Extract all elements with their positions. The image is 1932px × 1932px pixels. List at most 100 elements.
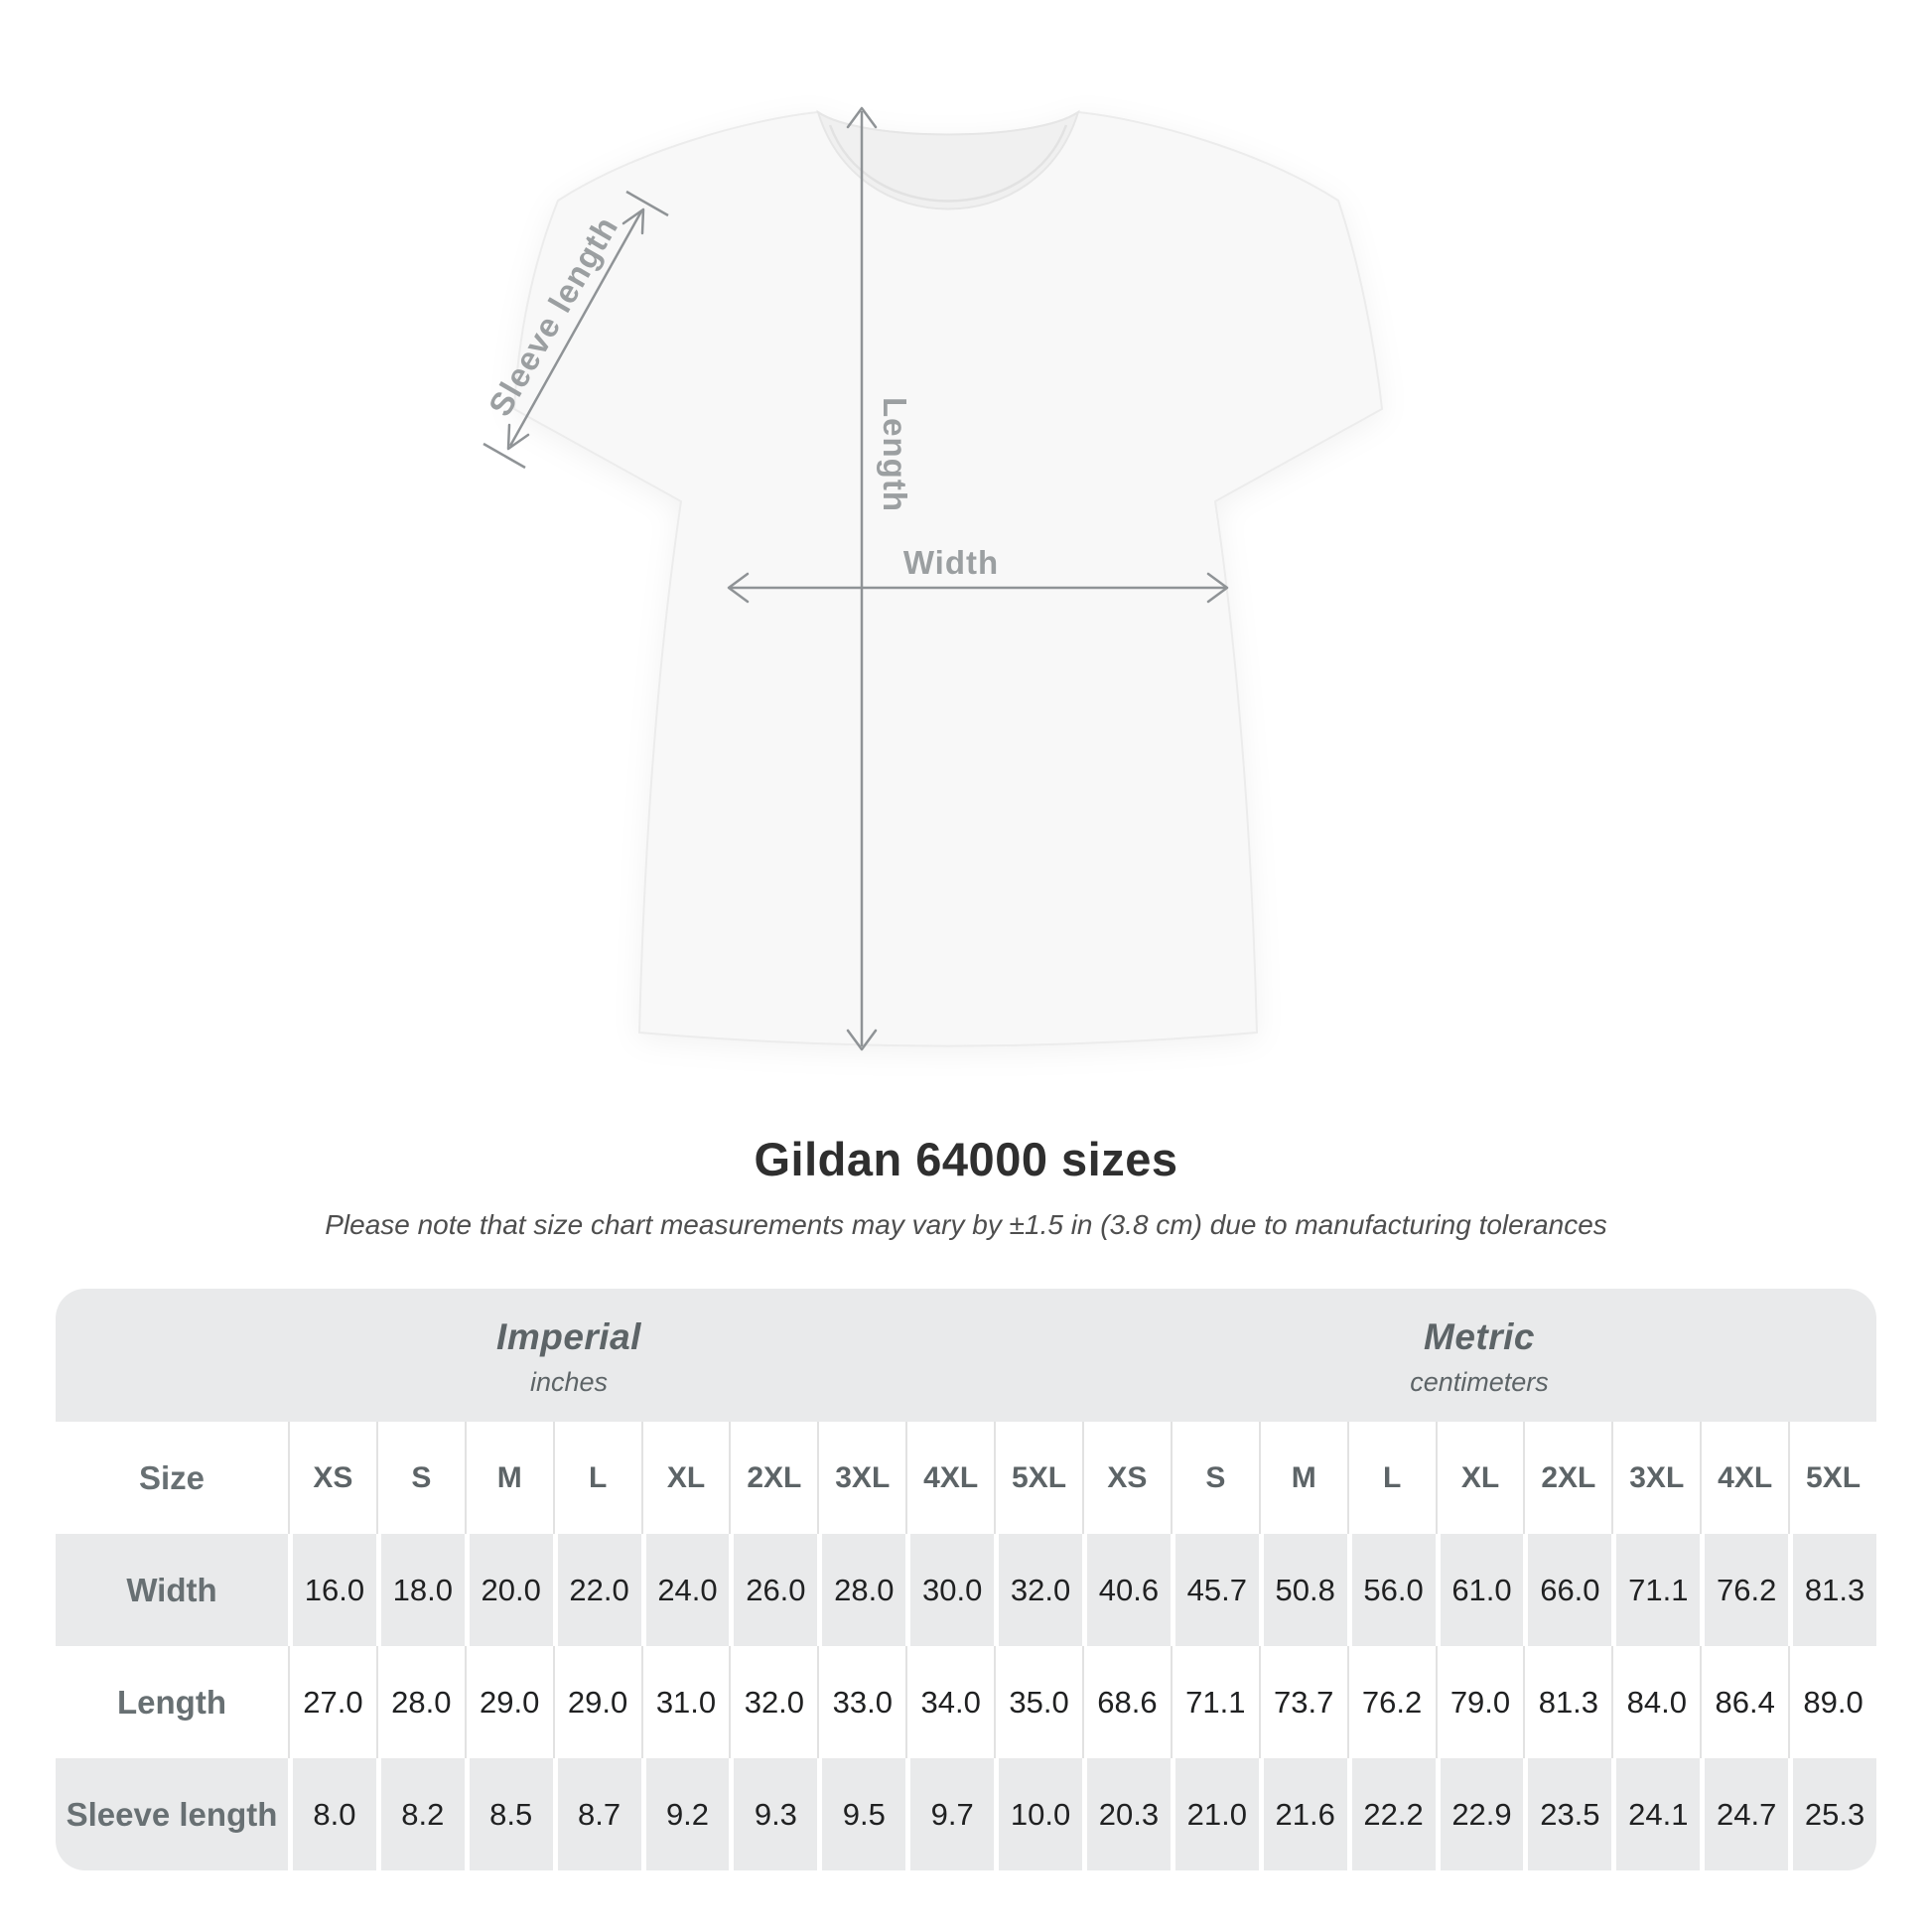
imperial-unit-label: inches [529,1367,609,1397]
tshirt-measurement-figure: Length Width Sleeve length [482,106,1384,1051]
length-arrow-down-icon [846,1029,878,1051]
table-cell: 25.3 [1788,1758,1876,1870]
table-cell: 9.2 [640,1758,730,1870]
table-cell: 21.0 [1170,1758,1259,1870]
metric-system-label: Metric [1424,1316,1535,1357]
length-label: Length [877,397,913,512]
page-title: Gildan 64000 sizes [754,1133,1178,1185]
table-cell: 66.0 [1523,1534,1612,1646]
width-label: Width [903,544,999,581]
table-cell: 8.7 [552,1758,641,1870]
table-cell: 3XL [817,1422,905,1534]
table-cell: 29.0 [464,1646,553,1758]
tshirt-graphic [512,109,1384,1047]
table-cell: L [1346,1422,1436,1534]
width-row-label: Width [56,1534,288,1646]
table-cell: 2XL [729,1422,817,1534]
table-cell: 45.7 [1170,1534,1259,1646]
table-cell: S [1170,1422,1259,1534]
table-cell: S [375,1422,465,1534]
table-cell: 22.9 [1435,1758,1524,1870]
table-cell: 28.0 [817,1534,906,1646]
table-cell: 30.0 [905,1534,995,1646]
tshirt-collar-seam [828,124,1068,203]
table-cell: 27.0 [288,1646,376,1758]
width-dimension: Width [727,544,1229,604]
table-row-sizes: Size XS S M L XL 2XL 3XL 4XL 5XL XS S M L XL 2XL 3XL 4X… [56,1422,1876,1534]
table-cell: 61.0 [1435,1534,1524,1646]
table-row-sleeve-length: Sleeve length 8.0 8.2 8.5 8.7 9.2 9.3 9.5 9.7 10… [56,1758,1876,1870]
table-cell: L [552,1422,641,1534]
tolerance-note: Please note that size chart measurements… [325,1209,1607,1240]
metric-header: Metric centimeters [1082,1289,1876,1422]
table-cell: 35.0 [994,1646,1082,1758]
sleeve-end-tick-bottom [483,442,526,470]
table-cell: 16.0 [288,1534,376,1646]
table-cell: 4XL [905,1422,994,1534]
imperial-system-label: Imperial [496,1316,641,1357]
table-cell: XL [640,1422,730,1534]
sleeve-end-tick-top [625,190,669,217]
table-cell: 20.3 [1081,1758,1171,1870]
table-cell: 2XL [1523,1422,1611,1534]
table-cell: 9.5 [817,1758,906,1870]
table-cell: 81.3 [1788,1534,1876,1646]
table-cell: 26.0 [729,1534,818,1646]
sleeve-arrow-lower-icon [506,423,530,451]
table-cell: 56.0 [1346,1534,1436,1646]
table-row-length: Length 27.0 28.0 29.0 29.0 31.0 32.0 33.0 34.0 3… [56,1646,1876,1758]
table-cell: 5XL [1788,1422,1876,1534]
table-cell: 8.0 [288,1758,376,1870]
table-cell: 76.2 [1700,1534,1789,1646]
table-cell: 3XL [1611,1422,1700,1534]
table-cell: 73.7 [1258,1646,1347,1758]
sleeve-arrow-upper-icon [621,207,645,235]
table-cell: 89.0 [1788,1646,1876,1758]
table-cell: 32.0 [994,1534,1082,1646]
table-cell: M [464,1422,553,1534]
imperial-header: Imperial inches [56,1289,1082,1422]
table-row-width: Width 16.0 18.0 20.0 22.0 24.0 26.0 28.0 30.0 32… [56,1534,1876,1646]
table-cell: 23.5 [1523,1758,1612,1870]
table-cell: XL [1435,1422,1524,1534]
table-cell: 71.1 [1170,1646,1259,1758]
table-cell: 84.0 [1611,1646,1700,1758]
table-cell: M [1258,1422,1347,1534]
table-cell: 76.2 [1346,1646,1436,1758]
table-cell: 28.0 [375,1646,465,1758]
table-cell: 20.0 [464,1534,553,1646]
table-cell: 31.0 [640,1646,730,1758]
table-cell: 4XL [1700,1422,1788,1534]
table-cell: 29.0 [552,1646,641,1758]
table-cell: 9.3 [729,1758,818,1870]
table-cell: 68.6 [1081,1646,1171,1758]
table-cell: 86.4 [1700,1646,1788,1758]
table-cell: 5XL [994,1422,1082,1534]
metric-unit-label: centimeters [1410,1367,1549,1397]
table-cell: 32.0 [729,1646,817,1758]
table-cell: 18.0 [375,1534,465,1646]
table-cell: 34.0 [905,1646,994,1758]
table-cell: 8.5 [464,1758,553,1870]
table-cell: XS [1081,1422,1171,1534]
table-cell: 8.2 [375,1758,465,1870]
table-cell: 24.0 [640,1534,730,1646]
length-row-label: Length [117,1683,226,1721]
table-cell: 9.7 [905,1758,995,1870]
table-cell: 24.1 [1611,1758,1701,1870]
width-arrow-right-icon [1206,572,1229,604]
size-table: Imperial inches Metric centimeters Size … [56,1289,1876,1870]
width-arrow-left-icon [727,572,750,604]
table-cell: 24.7 [1700,1758,1789,1870]
length-arrow-up-icon [846,106,878,129]
table-cell: 81.3 [1523,1646,1611,1758]
size-column-header: Size [138,1458,206,1496]
table-cell: 22.2 [1346,1758,1436,1870]
sleeve-row-label: Sleeve length [56,1758,288,1870]
table-cell: 33.0 [817,1646,905,1758]
table-cell: 10.0 [994,1758,1082,1870]
unit-header-band: Imperial inches Metric centimeters [56,1289,1876,1422]
length-dimension: Length [846,106,913,1051]
table-cell: 50.8 [1258,1534,1347,1646]
table-cell: XS [288,1422,376,1534]
